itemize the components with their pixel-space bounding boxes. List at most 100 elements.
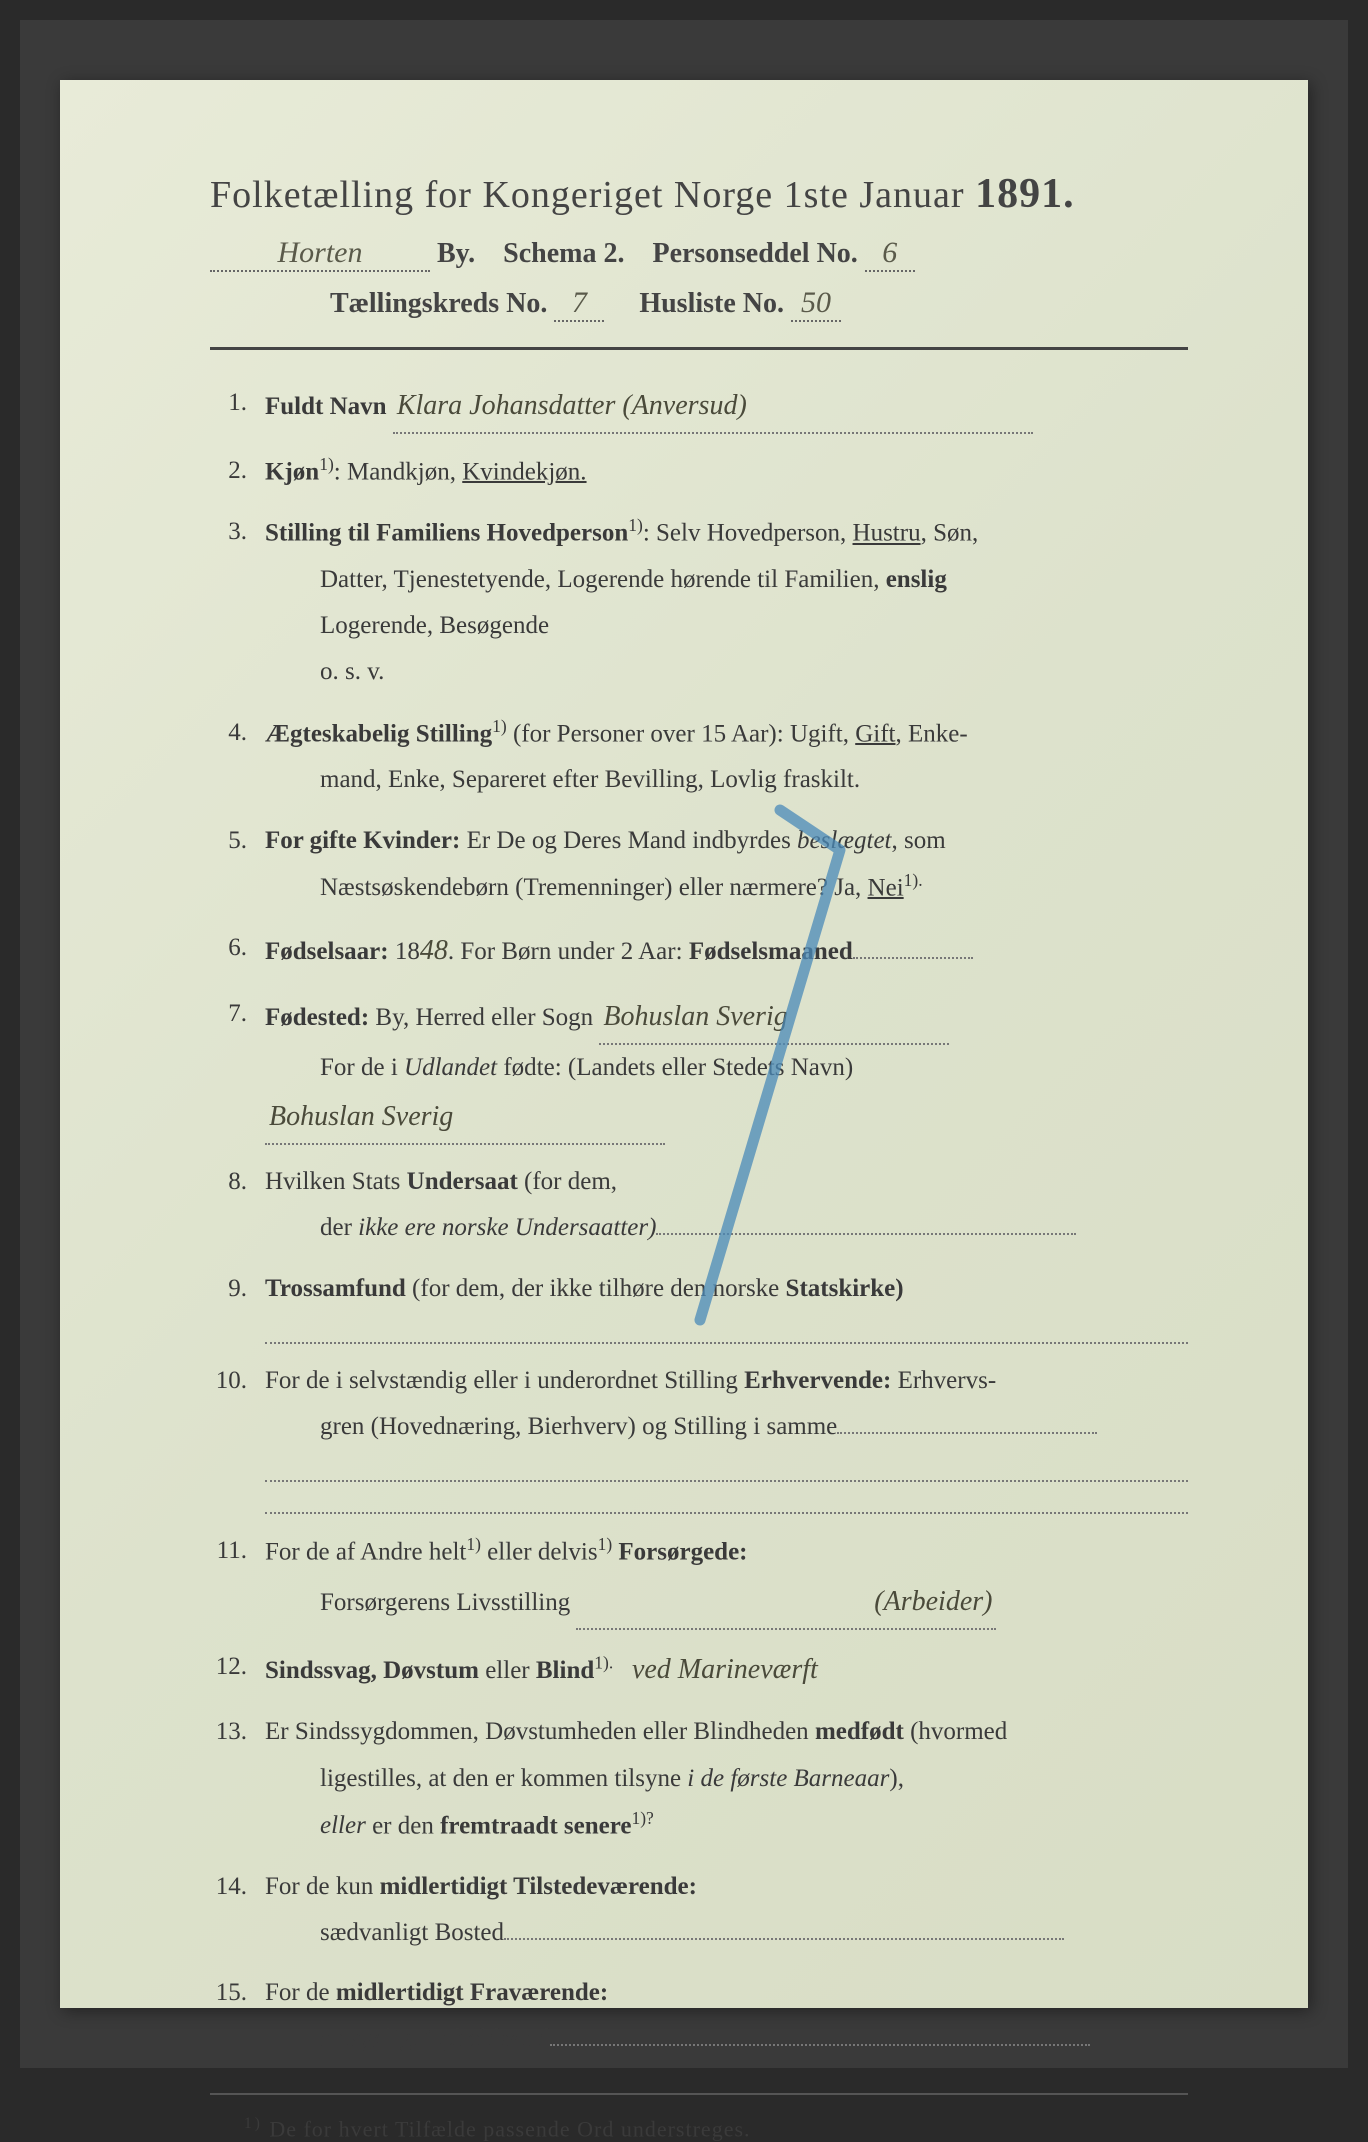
t9a: (for dem, der ikke tilhøre den norske xyxy=(406,1275,786,1302)
birthplace-2: Bohuslan Sverig xyxy=(265,1091,665,1145)
t13b: (hvormed xyxy=(904,1718,1007,1745)
item-content: Ægteskabelig Stilling1) (for Personer ov… xyxy=(265,710,1188,804)
item-num: 8. xyxy=(210,1159,265,1252)
t15a: For de xyxy=(265,1979,336,2006)
t10a: For de i selvstændig eller i underordnet… xyxy=(265,1367,744,1394)
fravaerende: midlertidigt Fraværende: xyxy=(336,1979,608,2006)
label-fodselsaar: Fødselsaar: xyxy=(265,938,389,965)
whereabouts-field xyxy=(550,2044,1090,2046)
item-content: For de i selvstændig eller i underordnet… xyxy=(265,1358,1188,1515)
t7b: For de i xyxy=(265,1054,404,1081)
city-line: Horten By. Schema 2. Personseddel No. 6 xyxy=(210,236,1188,272)
title-year: 1891. xyxy=(975,171,1075,217)
kjon-selected: Kvindekjøn. xyxy=(462,458,586,485)
ikke-norske: ikke ere norske Undersaatter) xyxy=(358,1214,656,1241)
t4a: (for Personer over 15 Aar): Ugift, xyxy=(507,720,856,747)
item-4: 4. Ægteskabelig Stilling1) (for Personer… xyxy=(210,710,1188,804)
citizenship-field xyxy=(656,1233,1076,1235)
label-trossamfund: Trossamfund xyxy=(265,1275,406,1302)
name-field: Klara Johansdatter (Anversud) xyxy=(393,380,1033,434)
sup: 1). xyxy=(594,1652,613,1672)
t13a: Er Sindssygdommen, Døvstumheden eller Bl… xyxy=(265,1718,815,1745)
item-content: For de af Andre helt1) eller delvis1) Fo… xyxy=(265,1528,1188,1629)
t12a: eller xyxy=(479,1657,536,1684)
sup: 1) xyxy=(492,716,507,736)
item-num: 10. xyxy=(210,1358,265,1515)
t5c: Næstsøskendebørn (Tremenninger) eller næ… xyxy=(265,874,868,901)
tilstedevaerende: midlertidigt Tilstedeværende: xyxy=(380,1873,697,1900)
item-5: 5. For gifte Kvinder: Er De og Deres Man… xyxy=(210,818,1188,912)
blind: Blind xyxy=(536,1657,594,1684)
item-8: 8. Hvilken Stats Undersaat (for dem, der… xyxy=(210,1159,1188,1252)
item-9: 9. Trossamfund (for dem, der ikke tilhør… xyxy=(210,1266,1188,1344)
t7c: fødte: (Landets eller Stedets Navn) xyxy=(497,1054,853,1081)
item-11: 11. For de af Andre helt1) eller delvis1… xyxy=(210,1528,1188,1629)
t13d: ), xyxy=(889,1765,904,1792)
item-12: 12. Sindssvag, Døvstum eller Blind1). ve… xyxy=(210,1644,1188,1696)
item-content: For de kun midlertidigt Tilstedeværende:… xyxy=(265,1864,1188,1957)
t5a: Er De og Deres Mand indbyrdes xyxy=(460,827,797,854)
item-10: 10. For de i selvstændig eller i underor… xyxy=(210,1358,1188,1515)
occupation-field-1 xyxy=(837,1432,1097,1434)
maaned: Fødselsmaaned xyxy=(689,938,853,965)
item-content: For gifte Kvinder: Er De og Deres Mand i… xyxy=(265,818,1188,912)
sup: 1). xyxy=(904,870,923,890)
personseddel-no: 6 xyxy=(865,236,915,272)
erhvervende: Erhvervende: xyxy=(744,1367,891,1394)
item-content: Fødselsaar: 1848. For Børn under 2 Aar: … xyxy=(265,925,1188,977)
label-sindssvag: Sindssvag, Døvstum xyxy=(265,1657,479,1684)
item-num: 4. xyxy=(210,710,265,804)
label-fodested: Fødested: xyxy=(265,1004,369,1031)
birth-month-field xyxy=(853,957,973,959)
item-num: 12. xyxy=(210,1644,265,1696)
label-fuldt-navn: Fuldt Navn xyxy=(265,393,387,420)
t13e: eller xyxy=(265,1812,366,1839)
item-num: 6. xyxy=(210,925,265,977)
item-num: 9. xyxy=(210,1266,265,1344)
forsorgede: Forsørgede: xyxy=(618,1539,747,1566)
footnote-sup: 1) xyxy=(244,2115,263,2132)
sup: 1) xyxy=(628,515,643,535)
item-num: 14. xyxy=(210,1864,265,1957)
item-14: 14. For de kun midlertidigt Tilstedevære… xyxy=(210,1864,1188,1957)
t8a: Hvilken Stats xyxy=(265,1168,407,1195)
t13f: er den xyxy=(366,1812,440,1839)
item-3: 3. Stilling til Familiens Hovedperson1):… xyxy=(210,509,1188,695)
item-num: 13. xyxy=(210,1709,265,1849)
label-stilling: Stilling til Familiens Hovedperson xyxy=(265,520,628,547)
census-form-paper: Folketælling for Kongeriget Norge 1ste J… xyxy=(60,80,1308,2008)
item-num: 7. xyxy=(210,991,265,1145)
religion-field xyxy=(265,1316,1188,1344)
undersaat: Undersaat xyxy=(407,1168,518,1195)
item-num: 11. xyxy=(210,1528,265,1629)
item-content: Hvilken Stats Undersaat (for dem, der ik… xyxy=(265,1159,1188,1252)
statskirke: Statskirke) xyxy=(786,1275,904,1302)
t4b: , Enke- xyxy=(896,720,968,747)
sup: 1) xyxy=(598,1534,613,1554)
item-content: Sindssvag, Døvstum eller Blind1). ved Ma… xyxy=(265,1644,1188,1696)
birth-year: 48 xyxy=(420,935,448,966)
t15b: antageligt Opholdssted xyxy=(265,2025,550,2052)
t11b: eller delvis xyxy=(481,1539,598,1566)
by-label: By. xyxy=(437,238,475,269)
personseddel-label: Personseddel No. xyxy=(652,238,857,269)
item-content: Trossamfund (for dem, der ikke tilhøre d… xyxy=(265,1266,1188,1344)
sup: 1)? xyxy=(631,1808,653,1828)
item-15: 15. For de midlertidigt Fraværende: anta… xyxy=(210,1970,1188,2063)
gift: Gift xyxy=(855,720,895,747)
item-1: 1. Fuldt Navn Klara Johansdatter (Anvers… xyxy=(210,380,1188,434)
item-num: 2. xyxy=(210,448,265,496)
item-content: Stilling til Familiens Hovedperson1): Se… xyxy=(265,509,1188,695)
form-title: Folketælling for Kongeriget Norge 1ste J… xyxy=(210,170,1188,218)
item-num: 3. xyxy=(210,509,265,695)
item-13: 13. Er Sindssygdommen, Døvstumheden elle… xyxy=(210,1709,1188,1849)
t6b: . For Børn under 2 Aar: xyxy=(448,938,689,965)
t3a: Selv Hovedperson, xyxy=(656,520,853,547)
t14a: For de kun xyxy=(265,1873,380,1900)
item-7: 7. Fødested: By, Herred eller Sogn Bohus… xyxy=(210,991,1188,1145)
item-content: Fuldt Navn Klara Johansdatter (Anversud) xyxy=(265,380,1188,434)
husliste-no: 50 xyxy=(791,286,841,322)
label-gifte: For gifte Kvinder: xyxy=(265,827,460,854)
footnote-text: De for hvert Tilfælde passende Ord under… xyxy=(263,2116,751,2141)
t3c: Logerende, Besøgende xyxy=(265,612,549,639)
